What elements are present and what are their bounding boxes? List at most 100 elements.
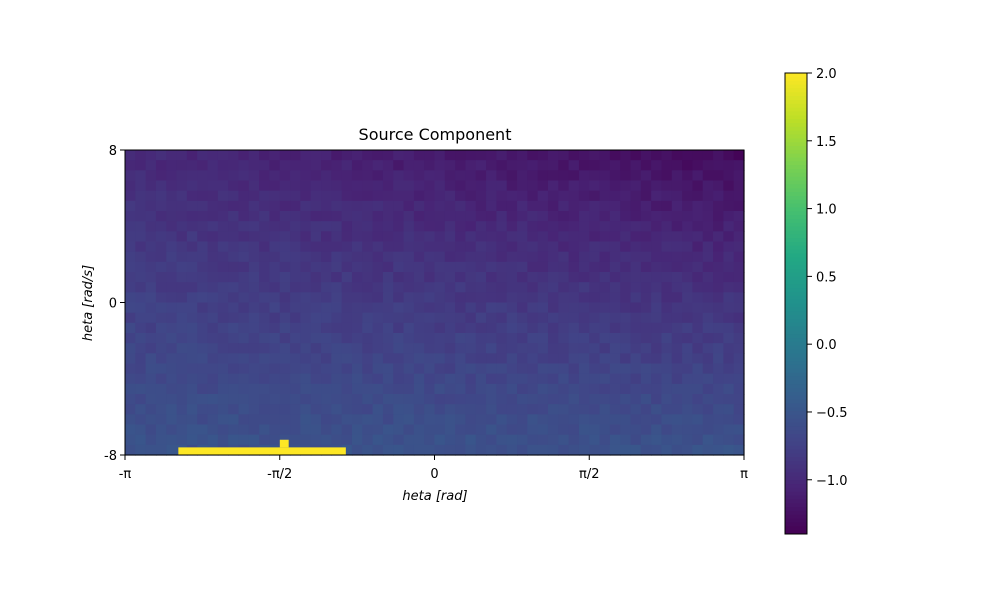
- heatmap-cell: [517, 221, 528, 232]
- heatmap-cell: [692, 394, 704, 405]
- heatmap-cell: [651, 333, 663, 344]
- heatmap-cell: [568, 404, 580, 415]
- heatmap-cell: [455, 200, 467, 212]
- heatmap-cell: [671, 353, 683, 365]
- heatmap-cell: [517, 322, 528, 334]
- heatmap-cell: [537, 394, 549, 405]
- heatmap-cell: [228, 231, 240, 243]
- heatmap-cell: [228, 434, 240, 446]
- heatmap-cell: [733, 353, 745, 365]
- heatmap-cell: [310, 200, 322, 212]
- heatmap-cell: [568, 383, 580, 395]
- heatmap-cell: [228, 200, 240, 212]
- heatmap-cell: [496, 302, 508, 314]
- heatmap-cell: [682, 333, 694, 344]
- heatmap-cell: [475, 383, 487, 395]
- heatmap-cell: [671, 343, 683, 354]
- heatmap-cell: [630, 251, 642, 263]
- heatmap-cell: [300, 343, 312, 354]
- heatmap-cell: [300, 221, 312, 232]
- heatmap-cell: [238, 261, 250, 273]
- heatmap-cell: [413, 292, 425, 304]
- heatmap-cell: [362, 444, 374, 456]
- heatmap-cell: [176, 343, 188, 354]
- heatmap-cell: [671, 221, 683, 232]
- heatmap-cell: [217, 394, 229, 405]
- heatmap-cell: [682, 231, 694, 243]
- colorbar-segment: [785, 126, 807, 132]
- heatmap-cell: [290, 434, 301, 446]
- heatmap-cell: [424, 282, 436, 293]
- heatmap-cell: [589, 353, 601, 365]
- heatmap-cell: [228, 363, 240, 375]
- heatmap-cell: [527, 150, 539, 161]
- heatmap-cell: [259, 150, 271, 161]
- colorbar-segment: [785, 215, 807, 220]
- heatmap-cell: [486, 272, 497, 283]
- heatmap-cell: [444, 404, 456, 415]
- colorbar-segment: [785, 334, 807, 339]
- heatmap-cell: [372, 200, 384, 212]
- heatmap-cell: [506, 200, 518, 212]
- heatmap-cell: [465, 302, 477, 314]
- heatmap-cell: [393, 322, 405, 334]
- heatmap-cell: [578, 272, 590, 283]
- heatmap-cell: [351, 333, 363, 344]
- heatmap-cell: [362, 312, 374, 324]
- heatmap-cell: [537, 424, 549, 436]
- heatmap-cell: [279, 160, 291, 171]
- heatmap-cell: [351, 404, 363, 415]
- heatmap-cell: [238, 302, 250, 314]
- heatmap-cell: [424, 292, 436, 304]
- heatmap-cell: [166, 353, 178, 365]
- heatmap-cell: [496, 322, 508, 334]
- heatmap-cell: [475, 373, 487, 385]
- heatmap-cell: [527, 383, 539, 395]
- heatmap-cell: [506, 160, 518, 171]
- heatmap-cell: [506, 231, 518, 243]
- heatmap-cell: [393, 282, 405, 293]
- heatmap-cell: [609, 404, 621, 415]
- heatmap-cell: [671, 211, 683, 222]
- heatmap-cell: [238, 414, 250, 426]
- heatmap-cell: [238, 404, 250, 415]
- heatmap-cell: [269, 261, 281, 273]
- heatmap-cell: [238, 231, 250, 243]
- heatmap-cell: [382, 444, 394, 456]
- heatmap-cell: [424, 434, 436, 446]
- heatmap-cell: [341, 353, 353, 365]
- heatmap-cell: [393, 424, 405, 436]
- heatmap-cell: [713, 241, 724, 253]
- heatmap-cell: [537, 302, 549, 314]
- heatmap-cell: [651, 261, 663, 273]
- heatmap-cell: [568, 312, 580, 324]
- heatmap-cell: [444, 383, 456, 395]
- heatmap-cell: [145, 383, 157, 395]
- heatmap-cell: [290, 292, 301, 304]
- heatmap-cell: [135, 434, 147, 446]
- heatmap-cell: [640, 343, 652, 354]
- colorbar-segment: [785, 88, 807, 93]
- heatmap-cell: [671, 322, 683, 334]
- heatmap-cell: [248, 434, 260, 446]
- heatmap-cell: [496, 434, 508, 446]
- heatmap-cell: [217, 424, 229, 436]
- heatmap-cell: [310, 160, 322, 171]
- heatmap-cell: [537, 231, 549, 243]
- heatmap-cell: [527, 261, 539, 273]
- heatmap: [125, 150, 745, 456]
- heatmap-cell: [434, 190, 446, 202]
- heatmap-cell: [713, 150, 724, 161]
- heatmap-cell: [434, 312, 446, 324]
- heatmap-cell: [486, 180, 497, 192]
- heatmap-cell: [125, 241, 136, 253]
- heatmap-cell: [568, 221, 580, 232]
- colorbar-segment: [785, 530, 807, 535]
- heatmap-cell: [558, 404, 570, 415]
- heatmap-cell: [702, 180, 714, 192]
- heatmap-cell: [331, 302, 343, 314]
- heatmap-cell: [599, 444, 611, 456]
- heatmap-cell: [145, 363, 157, 375]
- heatmap-cell: [300, 190, 312, 202]
- heatmap-cell: [723, 424, 735, 436]
